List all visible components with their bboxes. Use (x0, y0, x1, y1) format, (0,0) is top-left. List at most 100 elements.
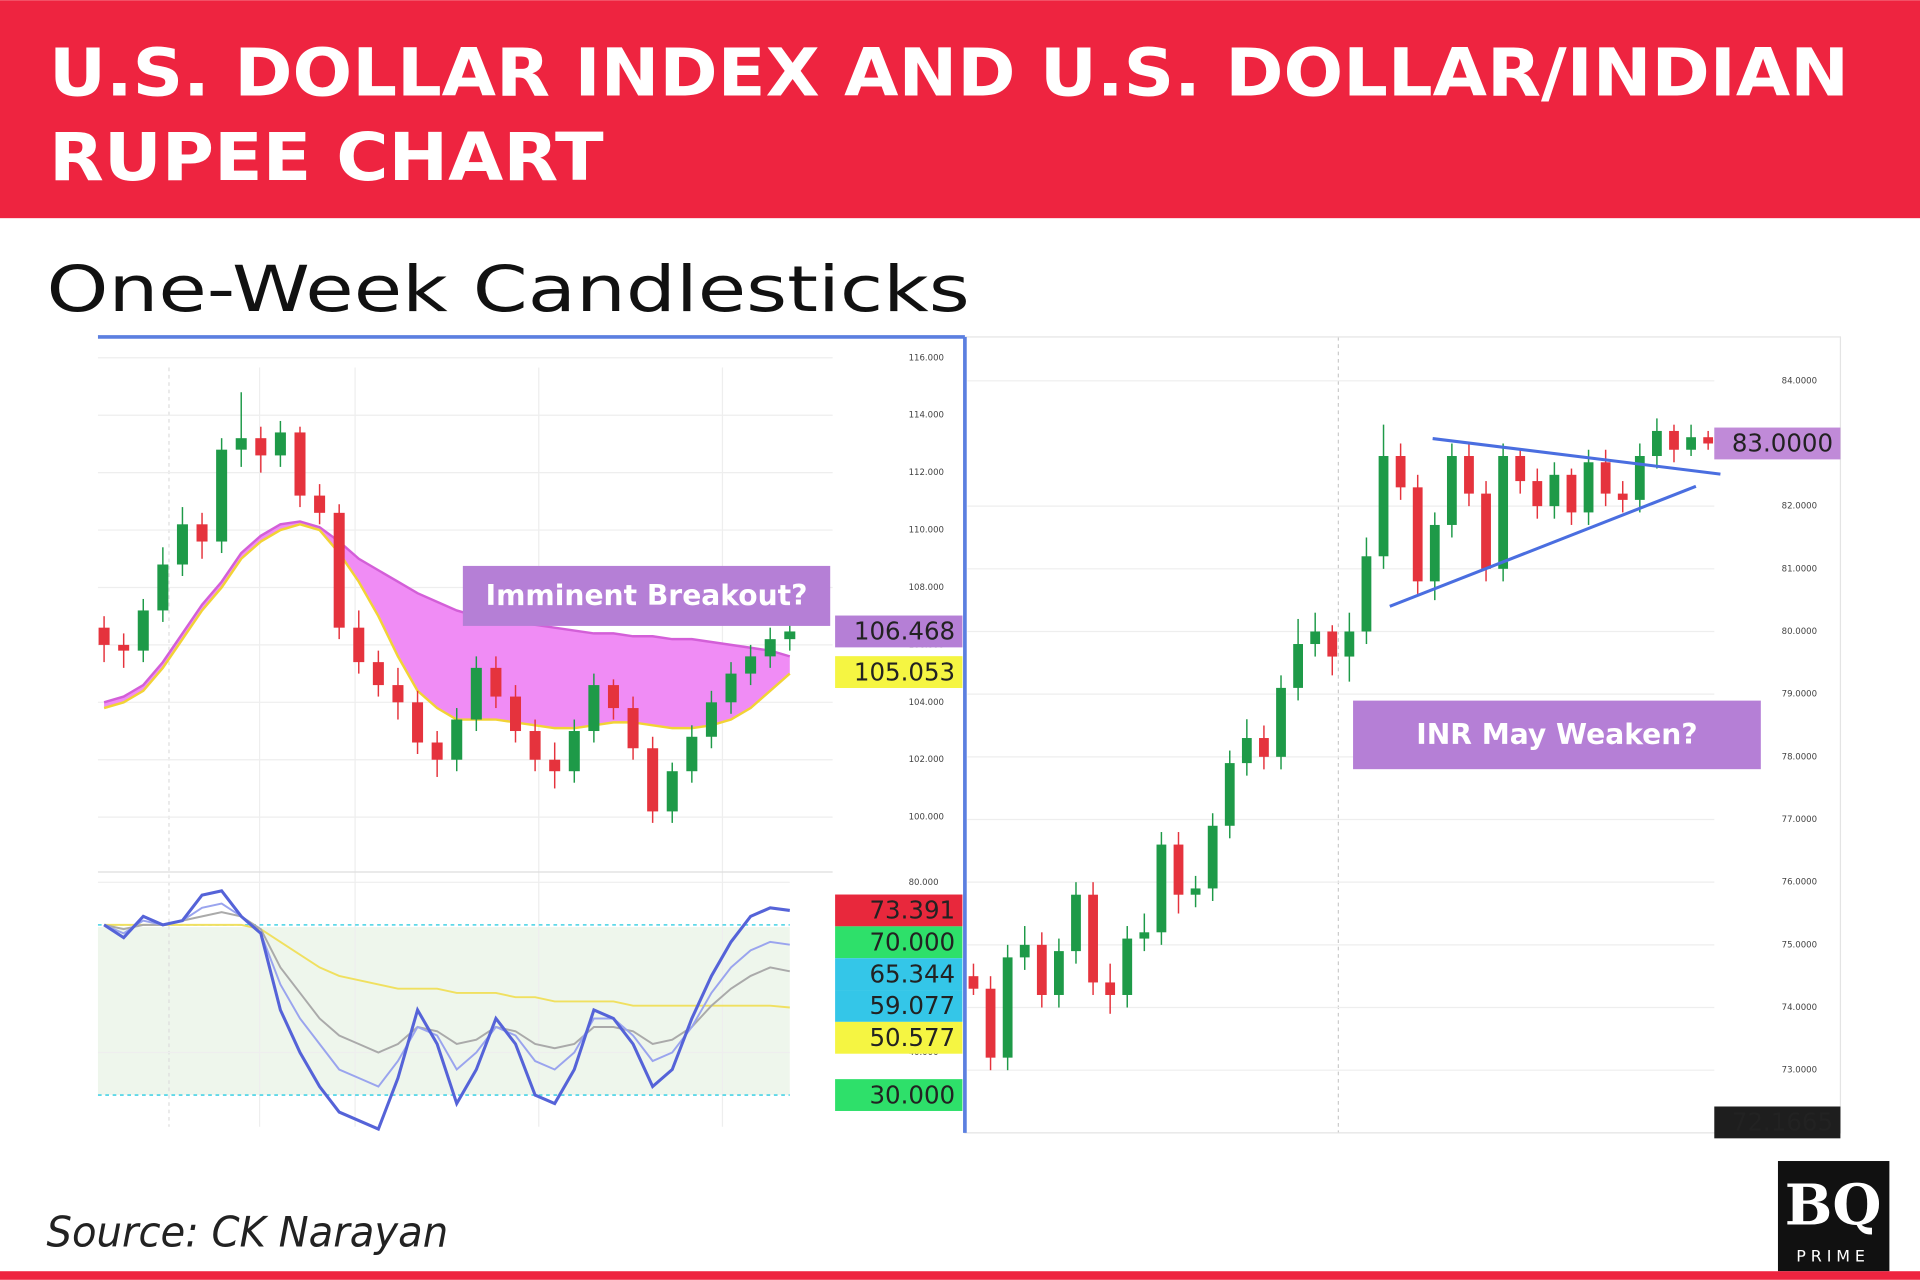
oscillator-line (103, 911, 790, 1054)
price-tag (835, 894, 963, 927)
candle-body (412, 702, 424, 743)
candle-body (1566, 474, 1577, 513)
candle-body (137, 610, 149, 651)
header-band (0, 0, 1920, 219)
candle-body (1652, 430, 1662, 457)
y-tick-label: 114.000 (909, 411, 944, 421)
cloud-fill (104, 521, 790, 729)
annotation-box (1353, 700, 1761, 770)
price-tag-label: 65.344 (869, 959, 955, 988)
candle-body (745, 656, 757, 674)
oscillator-line (103, 889, 790, 1132)
y-tick-label: 110.000 (909, 526, 944, 536)
candle-body (1327, 631, 1338, 657)
candle-body (1378, 456, 1389, 557)
candle-body (686, 736, 698, 772)
candle-body (627, 708, 639, 749)
candle-body (985, 988, 996, 1058)
source: Source: CK Narayan (47, 1208, 449, 1257)
annotation: Imminent Breakout? (486, 579, 808, 612)
candle-body (1139, 932, 1150, 939)
y-tick-label: 82.0000 (1782, 502, 1817, 512)
candle-body (451, 719, 463, 760)
candle-body (1395, 456, 1406, 488)
y-tick-label: 75.0000 (1782, 940, 1817, 950)
title-line: RUPEE CHART (49, 119, 604, 196)
candle-body (784, 631, 796, 640)
price-tag-label: 59.077 (869, 991, 955, 1020)
candle-body (1634, 456, 1645, 500)
candle-body (1344, 631, 1355, 657)
oscillator-line (104, 923, 790, 1009)
y-tick-label: 79.0000 (1782, 690, 1817, 700)
candle-body (764, 639, 776, 657)
candle-body (274, 432, 286, 456)
footer-rule (0, 1271, 1920, 1280)
y-tick-label: 80.000 (909, 878, 939, 888)
trend-line (1389, 484, 1697, 608)
annotation: INR May Weaken? (1416, 718, 1697, 751)
trend-line (1432, 437, 1721, 476)
candle-body (1019, 944, 1030, 958)
candle-body (1293, 644, 1303, 688)
candle-body (1600, 462, 1611, 494)
candle-body (333, 512, 345, 628)
y-tick-label: 73.0000 (1782, 1066, 1817, 1076)
candle-body (1412, 487, 1423, 582)
candle-body (1583, 462, 1594, 513)
price-tag-label: 105.053 (854, 657, 955, 686)
candle-body (216, 449, 228, 542)
candle-body (549, 759, 561, 772)
price-tag-label: 70.000 (869, 928, 955, 957)
candle-body (1446, 456, 1457, 525)
price-tag-label: 30.000 (869, 1080, 955, 1109)
candle-body (196, 524, 208, 542)
plot-layer: 100.000102.000104.000106.000108.000110.0… (97, 353, 1841, 1139)
annotation-box (462, 565, 831, 626)
candle-body (235, 438, 247, 450)
y-tick-label: 77.0000 (1782, 815, 1817, 825)
logo-mark: BQ (1785, 1173, 1882, 1239)
candle-body (98, 627, 110, 645)
candle-body (1088, 894, 1098, 983)
candle-body (470, 667, 482, 720)
candle-body (705, 702, 717, 737)
candle-body (1105, 982, 1116, 995)
candle-body (725, 673, 737, 703)
candle-body (314, 495, 326, 513)
subtitle: One-Week Candlesticks (47, 253, 970, 327)
y-tick-label: 104.000 (909, 698, 944, 708)
y-tick-label: 102.000 (909, 755, 944, 765)
candle-body (1686, 437, 1696, 450)
y-tick-label: 108.000 (909, 583, 944, 593)
candle-body (1429, 524, 1440, 582)
price-tag-label: 50.577 (869, 1023, 955, 1052)
candle-body (1617, 493, 1628, 500)
price-tag-label: 72.1665 (1732, 1108, 1833, 1137)
price-tag (835, 615, 963, 648)
candle-body (1156, 844, 1167, 933)
logo-box (1777, 1161, 1890, 1272)
candle-body (176, 524, 188, 565)
candle-body (490, 667, 502, 697)
candle-body (392, 685, 404, 703)
candle-body (1259, 738, 1269, 757)
price-tag (835, 1079, 963, 1111)
logo-word: PRIME (1796, 1246, 1870, 1265)
candle-body (1361, 556, 1372, 632)
y-tick-label: 84.0000 (1782, 376, 1817, 386)
oscillator-band (97, 927, 790, 1095)
price-tag (835, 1021, 963, 1054)
candle-body (968, 976, 979, 989)
candle-body (588, 685, 600, 732)
price-tag-label: 83.0000 (1732, 429, 1833, 458)
overlay-line (103, 523, 791, 730)
candle-body (1224, 763, 1235, 826)
y-tick-label: 80.0000 (1782, 627, 1817, 637)
candle-body (510, 696, 522, 732)
candle-body (294, 432, 306, 496)
candle-body (1310, 631, 1321, 645)
candle-body (1173, 844, 1184, 895)
y-tick-label: 116.000 (909, 353, 944, 363)
